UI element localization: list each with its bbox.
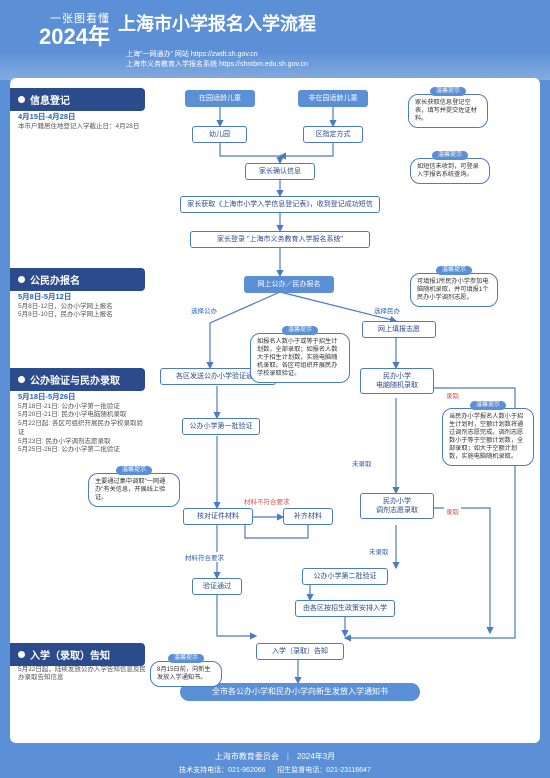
hint-bubble: 温馨提示家长获取信息登记空表，填写并提交佐证材料。 — [408, 94, 488, 128]
hint-tag: 温馨提示 — [116, 466, 152, 476]
flowchart-area: 信息登记4月15日-4月28日本市户籍居住地登记入学截止日：4月28日公民办报名… — [10, 78, 540, 743]
edge-label: 材料符合要求 — [183, 552, 226, 562]
flow-node-n14: 核对证件材料 — [183, 508, 253, 525]
header: 一张图看懂 2024年 上海市小学报名入学流程 上海"一网通办" 网站 http… — [0, 0, 550, 78]
flow-node-n9: 网上填报志愿 — [362, 321, 436, 338]
hint-bubble: 温馨提示如报名人数小于或等于招生计划数，全部录取；如报名人数大于招生计划数，实施… — [250, 333, 350, 383]
flow-node-n2: 非在园适龄儿童 — [298, 90, 368, 107]
section-bar: 入学（录取）告知 — [10, 643, 145, 666]
flow-node-n13: 民办小学 调剂志愿录取 — [360, 493, 434, 519]
hint-tag: 温馨提示 — [436, 266, 472, 276]
section-dates: 5月18日-5月26日 — [18, 391, 148, 402]
edge-label: 选择民办 — [372, 305, 402, 315]
flow-node-n8: 网上公办／民办报名 — [244, 276, 334, 293]
hint-tag: 温馨提示 — [168, 654, 204, 664]
section-dates: 5月8日-5月12日 — [18, 291, 148, 302]
skyline-graphic — [0, 50, 550, 80]
flow-node-n5: 家长确认信息 — [245, 163, 315, 180]
section-bar: 公民办报名 — [10, 268, 145, 291]
flow-node-n3: 幼儿园 — [192, 126, 247, 143]
hint-tag: 温馨提示 — [282, 326, 318, 336]
flow-node-n6: 家长获取《上海市小学入学信息登记表》，收到登记成功短信 — [180, 196, 380, 213]
hint-bubble: 温馨提示可填报1所民办小学参加电脑随机录取，并可填报1个民办小学调剂志愿。 — [410, 273, 498, 307]
edge-label: 录取 — [444, 506, 461, 516]
hint-tag: 温馨提示 — [470, 401, 506, 411]
hint-bubble: 温馨提示当民办小学报名人数小于招生计划时，空额计划数将通过调剂志愿完成。调剂志愿… — [442, 408, 534, 466]
header-year: 2024年 — [18, 26, 110, 48]
hint-bubble: 温馨提示如短信未收到，可登录入学报名系统查询。 — [410, 158, 490, 184]
edge-label: 未录取 — [367, 546, 391, 556]
flow-node-n18: 由各区按招生政策安排入学 — [295, 600, 395, 617]
flow-node-n16: 验证通过 — [192, 578, 242, 595]
flow-node-n12: 公办小学第一批验证 — [182, 418, 260, 435]
section-notes: 5月22日起，陆续发放公办入学告知信息及民办录取告知信息 — [18, 666, 148, 684]
flow-node-n4: 区指定方式 — [303, 126, 363, 143]
header-title: 上海市小学报名入学流程 — [118, 10, 532, 36]
flow-node-n15: 补齐材料 — [283, 508, 333, 525]
flow-node-n11: 民办小学 电脑随机录取 — [360, 368, 434, 394]
edge-label: 材料不符合要求 — [242, 496, 292, 506]
section-bar: 公办验证与民办录取 — [10, 368, 145, 391]
footer: 上海市教育委员会|2024年3月 技术支持电话：021-962066 招生监督电… — [0, 743, 550, 775]
section-notes: 本市户籍居住地登记入学截止日：4月28日 — [18, 123, 148, 132]
hint-tag: 温馨提示 — [432, 151, 468, 161]
hint-bubble: 温馨提示8月15日前，向新生发放入学通知书。 — [150, 661, 222, 687]
edge-label: 选择公办 — [189, 305, 219, 315]
hint-tag: 温馨提示 — [430, 87, 466, 97]
section-bar: 信息登记 — [10, 88, 145, 111]
hint-bubble: 温馨提示主要通过集中调取"一网通办"有关信息，开展线上验证。 — [88, 473, 180, 507]
flow-node-n1: 在园适龄儿童 — [185, 90, 255, 107]
edge-label: 录取 — [444, 390, 461, 400]
section-notes: 5月8日-12日，公办小学网上报名 5月8日-10日，民办小学网上报名 — [18, 303, 148, 321]
edge-label: 未录取 — [350, 458, 374, 468]
flow-node-n19: 入学（录取）告知 — [256, 643, 344, 660]
section-dates: 4月15日-4月28日 — [18, 111, 148, 122]
flow-node-n7: 家长登录 "上海市义务教育入学报名系统" — [190, 231, 370, 248]
flow-node-n17: 公办小学第二批验证 — [302, 568, 388, 585]
section-notes: 5月18日-21日: 公办小学第一批验证 5月20日-21日: 民办小学电脑随机… — [18, 403, 148, 456]
